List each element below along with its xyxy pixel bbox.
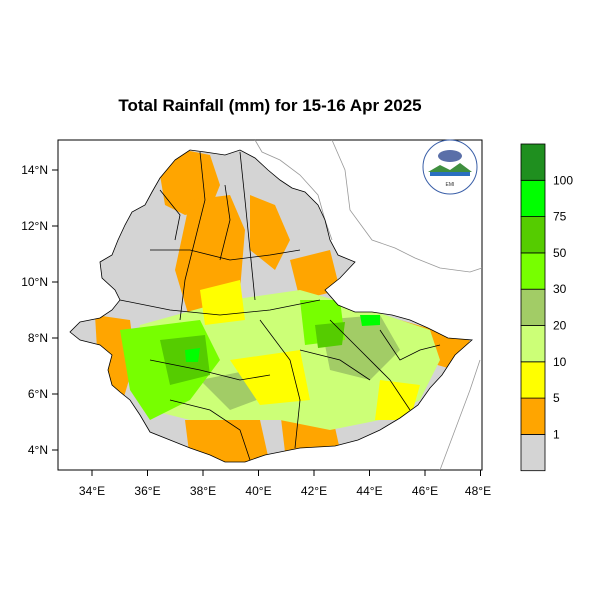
legend-label-50: 50 bbox=[553, 246, 567, 260]
legend-swatch-0 bbox=[520, 433, 546, 472]
x-tick-38: 38°E bbox=[190, 484, 216, 498]
legend-colorbar bbox=[520, 143, 546, 472]
legend-swatch-2 bbox=[520, 361, 546, 399]
legend-swatch-8 bbox=[520, 143, 546, 181]
legend-swatch-7 bbox=[520, 179, 546, 218]
legend-swatch-4 bbox=[520, 288, 546, 326]
legend-swatch-6 bbox=[520, 216, 546, 254]
x-tick-36: 36°E bbox=[134, 484, 160, 498]
legend-labels: 1 5 10 20 30 50 75 100 bbox=[553, 173, 573, 441]
legend-label-20: 20 bbox=[553, 319, 567, 333]
legend-label-5: 5 bbox=[553, 391, 560, 405]
y-tick-labels: 14°N 12°N 10°N 8°N 6°N 4°N bbox=[21, 163, 48, 457]
y-axis bbox=[52, 169, 58, 451]
x-tick-labels: 34°E 36°E 38°E 40°E 42°E 44°E 46°E 48°E bbox=[79, 484, 491, 498]
legend-swatch-1 bbox=[520, 397, 546, 435]
y-tick-10: 10°N bbox=[21, 275, 48, 289]
logo-text: EMI bbox=[446, 182, 455, 188]
emi-logo: EMI bbox=[422, 139, 478, 195]
x-axis bbox=[91, 470, 481, 476]
legend-label-75: 75 bbox=[553, 210, 567, 224]
x-tick-48: 48°E bbox=[465, 484, 491, 498]
x-tick-46: 46°E bbox=[412, 484, 438, 498]
x-tick-44: 44°E bbox=[356, 484, 382, 498]
legend-label-100: 100 bbox=[553, 173, 573, 187]
legend-label-10: 10 bbox=[553, 355, 567, 369]
legend-label-30: 30 bbox=[553, 282, 567, 296]
y-tick-8: 8°N bbox=[28, 331, 48, 345]
x-tick-34: 34°E bbox=[79, 484, 105, 498]
x-tick-40: 40°E bbox=[245, 484, 271, 498]
map-title: Total Rainfall (mm) for 15-16 Apr 2025 bbox=[118, 96, 422, 115]
y-tick-4: 4°N bbox=[28, 443, 48, 457]
y-tick-6: 6°N bbox=[28, 387, 48, 401]
admin-boundaries bbox=[69, 149, 473, 463]
y-tick-14: 14°N bbox=[21, 163, 48, 177]
y-tick-12: 12°N bbox=[21, 219, 48, 233]
legend-swatch-3 bbox=[520, 325, 546, 363]
legend-swatch-5 bbox=[520, 252, 546, 290]
x-tick-42: 42°E bbox=[301, 484, 327, 498]
legend-label-1: 1 bbox=[553, 427, 560, 441]
